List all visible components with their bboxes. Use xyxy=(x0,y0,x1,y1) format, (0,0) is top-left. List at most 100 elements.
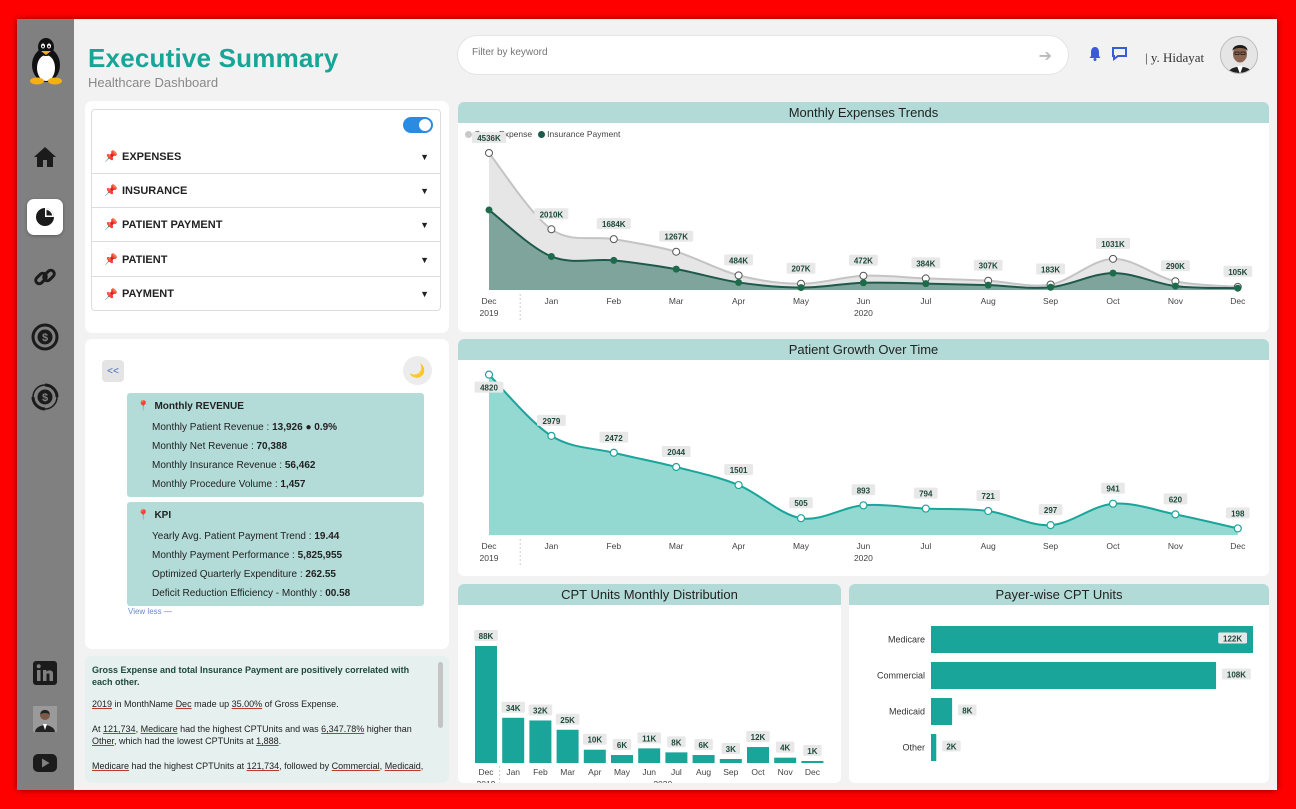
dropdown-arrow-icon[interactable]: ▼ xyxy=(420,254,429,265)
kpi-card: 📍 KPI Yearly Avg. Patient Payment Trend :… xyxy=(127,502,424,606)
data-label-bg xyxy=(724,464,753,476)
patient-point xyxy=(984,506,993,516)
patient-point xyxy=(1108,499,1118,508)
data-label-bg xyxy=(851,484,876,496)
patient-point xyxy=(921,504,930,513)
insurance-payment-point xyxy=(1171,282,1179,290)
data-label-bg xyxy=(1226,507,1250,519)
user-avatar[interactable] xyxy=(1220,36,1258,74)
x-tick-label: Jun xyxy=(857,541,871,551)
linkedin-icon[interactable] xyxy=(27,655,63,691)
data-label-bg xyxy=(537,414,566,426)
profile-avatar[interactable] xyxy=(27,701,63,737)
x-year-label: 2019 xyxy=(480,553,499,563)
filter-toggle[interactable] xyxy=(403,117,433,133)
page-title: Executive Summary xyxy=(88,43,339,73)
view-less-link[interactable]: View less — xyxy=(128,607,172,616)
data-label: 1501 xyxy=(730,466,748,475)
bar xyxy=(774,757,797,763)
payer-cpt-chart: Payer-wise CPT Units Medicare 122K Commerc… xyxy=(849,584,1269,783)
data-label: 1031K xyxy=(1101,240,1125,249)
filter-payment[interactable]: 📌 PAYMENT ▼ xyxy=(92,277,440,311)
pin-icon: 📌 xyxy=(104,151,118,163)
smart-narrative-panel: Gross Expense and total Insurance Paymen… xyxy=(85,656,449,783)
bar xyxy=(502,717,525,763)
dollar-coin-icon[interactable]: $ xyxy=(27,319,63,355)
bar-label: 8K xyxy=(671,738,681,747)
username[interactable]: | y. Hidayat xyxy=(1145,50,1205,65)
gross-expense-point xyxy=(609,235,618,244)
bar xyxy=(692,755,715,763)
bar-label-bg xyxy=(612,739,632,751)
data-label: 207K xyxy=(791,265,810,274)
insurance-payment-point xyxy=(984,281,992,289)
chart-title: CPT Units Monthly Distribution xyxy=(458,584,841,605)
gross-expense-point xyxy=(1109,254,1117,263)
data-label-bg xyxy=(1038,504,1063,516)
data-label: 4820 xyxy=(480,384,498,393)
data-label: 941 xyxy=(1106,485,1120,494)
bar-label: 6K xyxy=(698,741,708,750)
dropdown-arrow-icon[interactable]: ▼ xyxy=(420,219,429,230)
kpi-row: Deficit Reduction Efficiency - Monthly :… xyxy=(152,588,351,599)
legend-item[interactable]: Insurance Payment xyxy=(538,129,620,139)
data-label: 893 xyxy=(857,486,871,495)
bar xyxy=(475,646,497,763)
filter-patient[interactable]: 📌 PATIENT ▼ xyxy=(92,243,440,277)
data-label-bg xyxy=(1163,493,1188,505)
dollar-cycle-icon[interactable]: $ xyxy=(27,379,63,415)
patient-point xyxy=(796,514,806,523)
dropdown-arrow-icon[interactable]: ▼ xyxy=(420,185,429,196)
location-pin-icon: 📍 xyxy=(137,510,150,521)
filter-expenses[interactable]: 📌 EXPENSES ▼ xyxy=(92,140,440,174)
chat-icon[interactable] xyxy=(1111,46,1128,61)
bar-label-bg xyxy=(555,713,580,725)
data-label: 2979 xyxy=(543,417,561,426)
data-label-bg xyxy=(659,230,694,242)
filter-patient-payment[interactable]: 📌 PATIENT PAYMENT ▼ xyxy=(92,208,440,242)
filters-panel: 📌 EXPENSES ▼ 📌 INSURANCE ▼ 📌 PATIENT PAY… xyxy=(85,101,449,333)
data-label-bg xyxy=(596,218,631,230)
filter-label: INSURANCE xyxy=(122,184,188,197)
y-tick-label: Medicare xyxy=(888,635,925,645)
moon-icon[interactable]: 🌙 xyxy=(403,356,432,385)
data-label-bg xyxy=(1223,265,1253,277)
link-icon[interactable] xyxy=(27,259,63,295)
collapse-button[interactable]: << xyxy=(102,360,124,382)
x-tick-label: Aug xyxy=(981,296,996,306)
gross-expense-point xyxy=(734,271,743,280)
search-bar[interactable]: ➔ xyxy=(457,35,1069,75)
scrollbar[interactable] xyxy=(438,662,443,728)
linux-logo[interactable] xyxy=(26,35,66,85)
pie-chart-icon[interactable] xyxy=(27,199,63,235)
gross-expense-point xyxy=(485,148,493,157)
bar-label: 108K xyxy=(1227,671,1246,680)
bar-label: 3K xyxy=(726,745,736,754)
data-label: 794 xyxy=(919,490,933,499)
bar xyxy=(931,626,1253,653)
x-tick-label: Dec xyxy=(1230,296,1246,306)
pin-icon: 📌 xyxy=(104,185,118,197)
data-label-bg xyxy=(661,446,691,458)
x-tick-label: Jul xyxy=(920,296,931,306)
x-tick-label: Jun xyxy=(642,767,656,777)
bell-icon[interactable] xyxy=(1088,46,1102,61)
home-icon[interactable] xyxy=(27,139,63,175)
data-label-bg xyxy=(724,254,753,266)
filter-insurance[interactable]: 📌 INSURANCE ▼ xyxy=(92,174,440,208)
bar-label-bg xyxy=(958,704,977,716)
arrow-right-icon[interactable]: ➔ xyxy=(1038,48,1052,65)
x-tick-label: Feb xyxy=(606,541,621,551)
youtube-icon[interactable] xyxy=(27,745,63,781)
x-tick-label: Dec xyxy=(1230,541,1246,551)
data-label: 484K xyxy=(729,256,748,265)
bar-label: 122K xyxy=(1223,635,1242,644)
insight-text: At 121,734, Medicare had the highest CPT… xyxy=(92,724,412,746)
data-label-bg xyxy=(1036,263,1065,275)
dropdown-arrow-icon[interactable]: ▼ xyxy=(420,151,429,162)
x-tick-label: Feb xyxy=(533,767,548,777)
patient-point xyxy=(859,501,868,510)
search-input[interactable] xyxy=(472,47,1032,58)
data-label-bg xyxy=(1101,482,1125,494)
dropdown-arrow-icon[interactable]: ▼ xyxy=(420,289,429,299)
